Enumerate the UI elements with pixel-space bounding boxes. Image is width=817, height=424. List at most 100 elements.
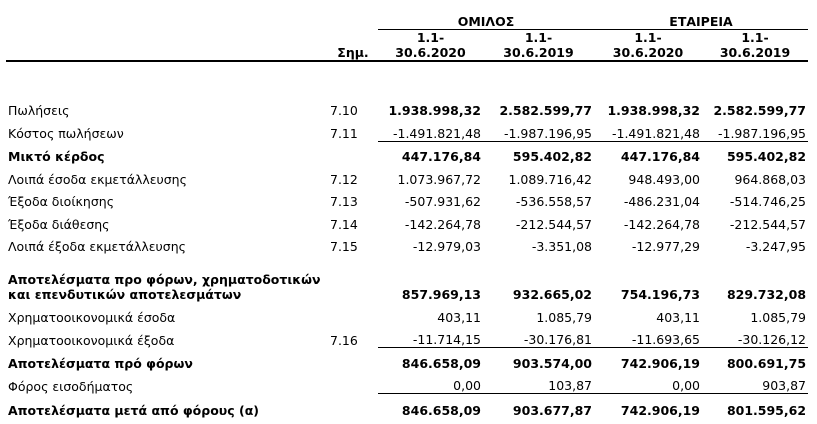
- header-blank: [6, 29, 328, 62]
- row-note: [328, 394, 378, 419]
- value-cell: -12.977,29: [631, 239, 700, 254]
- value-cell: -1.987.196,95: [702, 118, 809, 142]
- row-note: 7.14: [330, 216, 358, 232]
- value-cell: -1.987.196,95: [483, 118, 594, 142]
- row-label: Λοιπά έξοδα εκμετάλλευσης: [8, 239, 186, 254]
- value-cell: -3.351,08: [531, 239, 592, 254]
- value-cell: 742.906,19: [620, 403, 700, 418]
- row-note: [328, 302, 378, 325]
- period-line2: 30.6.2020: [395, 44, 466, 60]
- value-cell: -212.544,57: [729, 216, 807, 232]
- value-cell: 0,00: [378, 370, 483, 394]
- row-gross-profit: Μικτό κέρδος 447.176,84 595.402,82 447.1…: [6, 141, 808, 164]
- value-cell: -30.126,12: [702, 324, 809, 348]
- period-line1: 1.1-: [634, 29, 662, 45]
- period-line1: 1.1-: [741, 29, 769, 45]
- period-line1: 1.1-: [416, 29, 445, 45]
- value-cell: 846.658,09: [401, 355, 481, 371]
- row-label: Κόστος πωλήσεων: [8, 126, 124, 141]
- row-note: 7.13: [330, 194, 358, 209]
- value-cell: 103,87: [483, 370, 594, 394]
- value-cell: -11.714,15: [378, 324, 483, 348]
- period-header-company-2019: 1.1- 30.6.2019: [702, 29, 809, 62]
- value-cell: 742.906,19: [620, 355, 700, 371]
- company-header: ΕΤΑΙΡΕΙΑ: [594, 6, 809, 30]
- value-cell: -514.746,25: [729, 194, 807, 209]
- row-other-operating-income: Λοιπά έσοδα εκμετάλλευσης 7.12 1.073.967…: [6, 164, 808, 187]
- row-label: Έξοδα διάθεσης: [8, 216, 110, 232]
- value-cell: 964.868,03: [734, 171, 807, 187]
- period-line2: 30.6.2020: [612, 44, 684, 60]
- value-cell: 595.402,82: [512, 149, 592, 164]
- value-cell: -3.247,95: [745, 239, 807, 254]
- row-other-operating-expenses: Λοιπά έξοδα εκμετάλλευσης 7.15 -12.979,0…: [6, 232, 808, 255]
- period-line2: 30.6.2019: [503, 44, 574, 60]
- value-cell: 800.691,75: [726, 355, 807, 371]
- spacer-row: [6, 254, 808, 266]
- header-blank: [328, 6, 378, 29]
- row-note: 7.11: [330, 126, 358, 141]
- row-label: Αποτελέσματα προ φόρων, χρηματοδοτικών κ…: [8, 272, 321, 302]
- row-distribution-expenses: Έξοδα διάθεσης 7.14 -142.264,78 -212.544…: [6, 209, 808, 232]
- value-cell: 447.176,84: [401, 149, 481, 164]
- row-note: 7.16: [330, 332, 358, 348]
- header-blank: [6, 6, 328, 29]
- row-note: 7.12: [330, 171, 358, 187]
- value-cell: 2.582.599,77: [713, 103, 807, 118]
- value-cell: 447.176,84: [620, 149, 700, 164]
- period-header-company-2020: 1.1- 30.6.2020: [594, 29, 702, 62]
- group-header-row: ΟΜΙΛΟΣ ΕΤΑΙΡΕΙΑ: [6, 6, 809, 30]
- value-cell: 595.402,82: [726, 149, 807, 164]
- row-note: 7.10: [330, 103, 358, 118]
- value-cell: -507.931,62: [404, 194, 481, 209]
- value-cell: 2.582.599,77: [499, 103, 592, 118]
- value-cell: 1.073.967,72: [397, 171, 482, 187]
- value-cell: -30.176,81: [483, 324, 594, 348]
- row-label: Αποτελέσματα πρό φόρων: [8, 355, 193, 371]
- row-profit-before-tax: Αποτελέσματα πρό φόρων 846.658,09 903.57…: [6, 348, 808, 371]
- value-cell: 0,00: [594, 370, 702, 394]
- row-cost-of-sales: Κόστος πωλήσεων 7.11 -1.491.821,48 -1.98…: [6, 118, 809, 142]
- value-cell: 1.938.998,32: [388, 103, 481, 118]
- value-cell: 1.089.716,42: [508, 171, 593, 187]
- period-header-group-2019: 1.1- 30.6.2019: [483, 29, 594, 62]
- value-cell: 846.658,09: [401, 403, 481, 418]
- row-finance-income: Χρηματοοικονομικά έσοδα 403,11 1.085,79 …: [6, 302, 808, 325]
- value-cell: -1.491.821,48: [378, 118, 483, 142]
- value-cell: 829.732,08: [726, 287, 807, 302]
- row-administrative-expenses: Έξοδα διοίκησης 7.13 -507.931,62 -536.55…: [6, 187, 808, 210]
- row-note: [328, 266, 378, 302]
- value-cell: -142.264,78: [404, 216, 481, 232]
- row-finance-expenses: Χρηματοοικονομικά έξοδα 7.16 -11.714,15 …: [6, 324, 809, 348]
- value-cell: -1.491.821,48: [594, 118, 702, 142]
- note-column-header: Σημ.: [328, 29, 378, 62]
- row-note: [328, 348, 378, 371]
- value-cell: 903.677,87: [512, 403, 592, 418]
- income-statement-table: ΟΜΙΛΟΣ ΕΤΑΙΡΕΙΑ Σημ. 1.1- 30.6.2020 1.1-…: [6, 6, 809, 419]
- value-cell: 857.969,13: [401, 287, 481, 302]
- row-profit-after-tax: Αποτελέσματα μετά από φόρους (α) 846.658…: [6, 394, 808, 419]
- row-label: Χρηματοοικονομικά έξοδα: [8, 332, 175, 348]
- value-cell: 1.938.998,32: [607, 103, 700, 118]
- period-line2: 30.6.2019: [719, 44, 791, 60]
- value-cell: 903,87: [702, 370, 809, 394]
- value-cell: -12.979,03: [412, 239, 481, 254]
- value-cell: 801.595,62: [726, 403, 807, 418]
- value-cell: -142.264,78: [623, 216, 700, 232]
- period-header-group-2020: 1.1- 30.6.2020: [378, 29, 483, 62]
- value-cell: -486.231,04: [623, 194, 700, 209]
- period-line1: 1.1-: [524, 29, 553, 45]
- row-label: Έξοδα διοίκησης: [8, 194, 115, 209]
- row-note: [328, 141, 378, 164]
- row-sales: Πωλήσεις 7.10 1.938.998,32 2.582.599,77 …: [6, 96, 808, 119]
- value-cell: 932.665,02: [512, 287, 592, 302]
- row-note: [328, 371, 378, 394]
- value-cell: 948.493,00: [628, 171, 700, 187]
- value-cell: 903.574,00: [512, 355, 592, 371]
- spacer-row: [6, 61, 808, 96]
- row-ebit: Αποτελέσματα προ φόρων, χρηματοδοτικών κ…: [6, 266, 808, 302]
- value-cell: 754.196,73: [620, 287, 700, 302]
- value-cell: 403,11: [656, 309, 700, 325]
- value-cell: 1.085,79: [536, 309, 592, 325]
